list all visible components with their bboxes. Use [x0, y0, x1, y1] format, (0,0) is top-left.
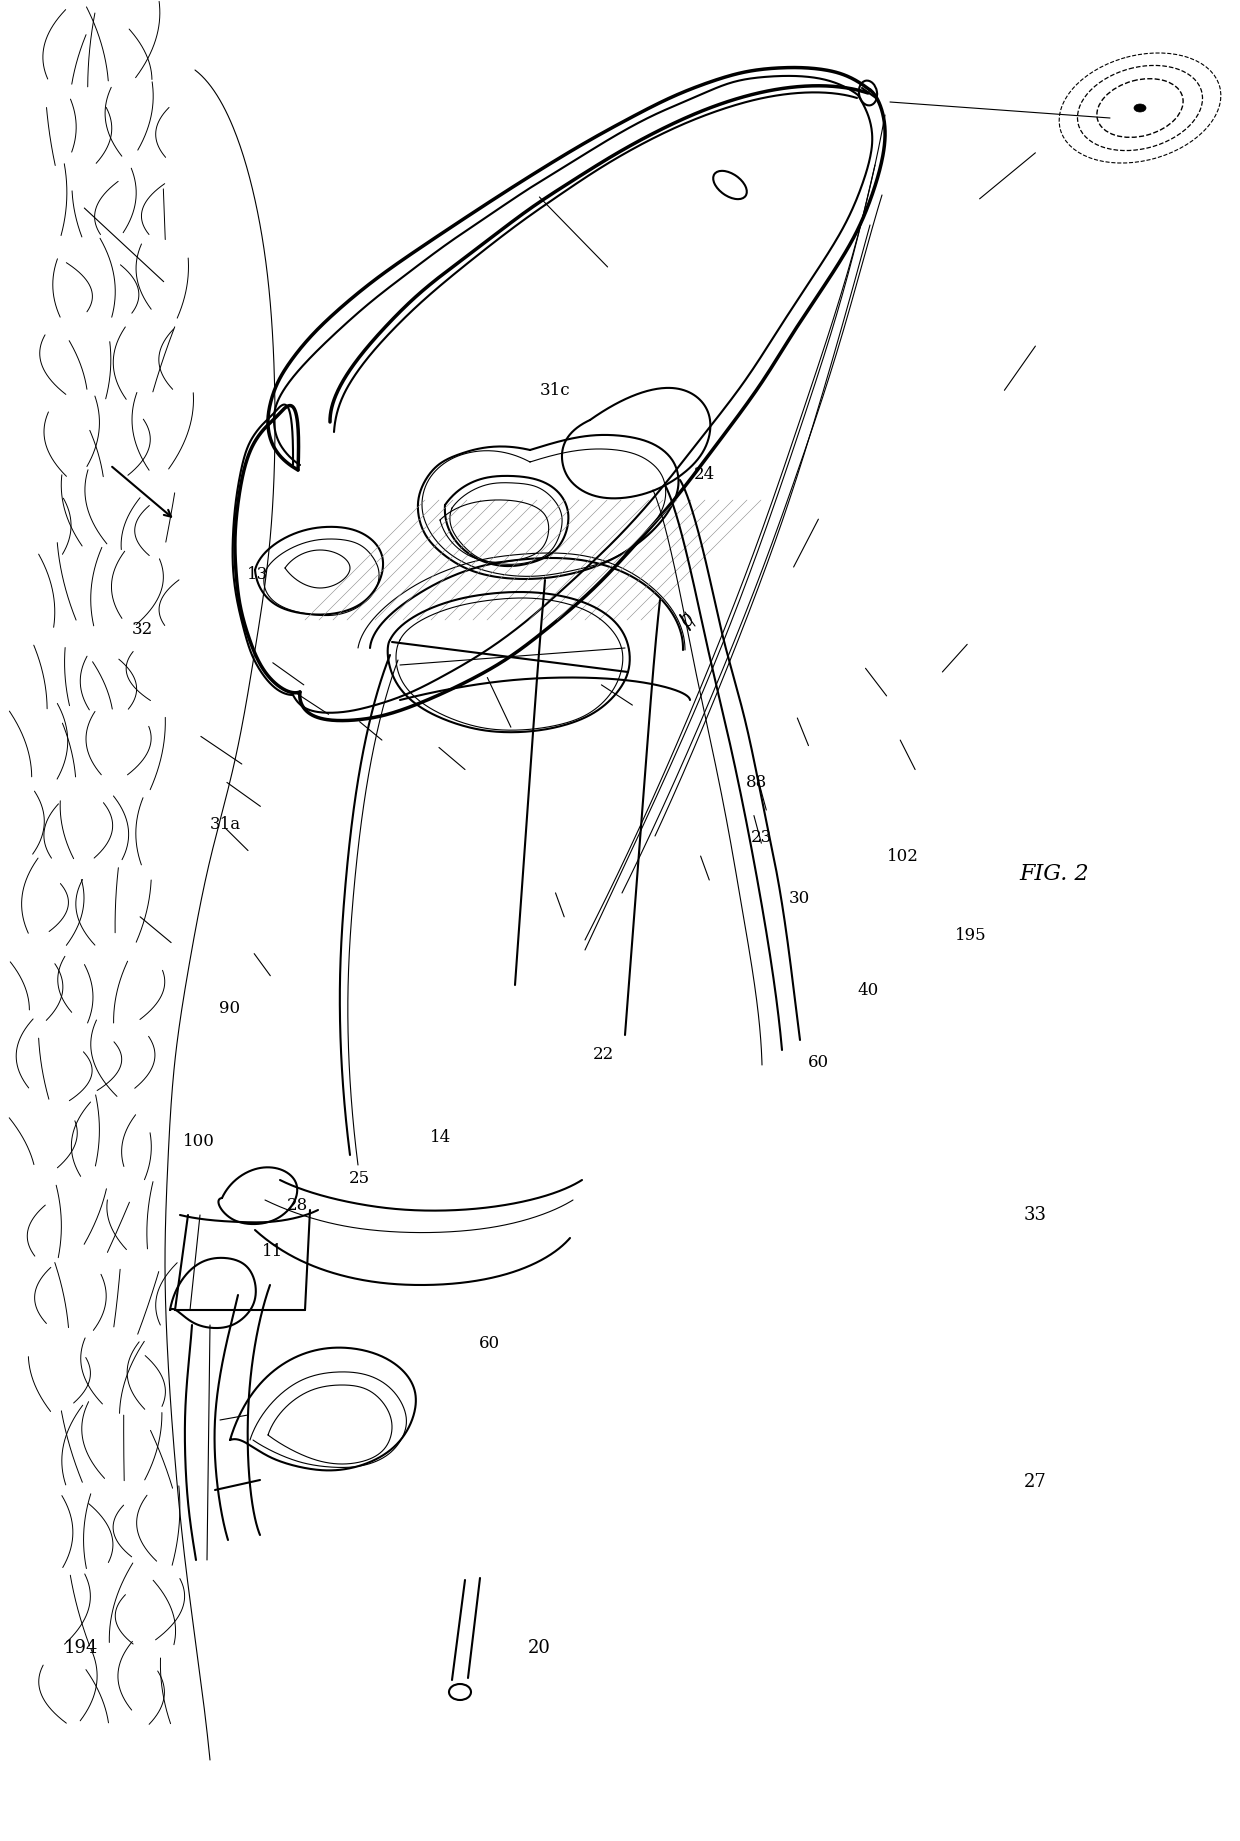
Text: 33: 33 — [1024, 1206, 1047, 1224]
Text: 24: 24 — [693, 466, 715, 484]
Text: 13: 13 — [247, 565, 269, 584]
Text: 60: 60 — [479, 1335, 501, 1353]
Text: 32: 32 — [131, 620, 154, 639]
Ellipse shape — [1135, 103, 1146, 112]
Text: 30: 30 — [789, 889, 811, 908]
Text: 31a: 31a — [210, 816, 242, 834]
Text: 40: 40 — [857, 981, 879, 1000]
Text: 195: 195 — [955, 926, 987, 944]
Text: 27: 27 — [1024, 1473, 1047, 1491]
Text: 11: 11 — [262, 1243, 284, 1261]
Text: 14: 14 — [429, 1129, 451, 1147]
Text: 25: 25 — [348, 1169, 371, 1187]
Text: 31c: 31c — [541, 381, 570, 399]
Text: 100: 100 — [182, 1132, 215, 1151]
Text: 60: 60 — [807, 1053, 830, 1071]
Text: 194: 194 — [63, 1638, 98, 1657]
Text: 88: 88 — [745, 773, 768, 792]
Text: 20: 20 — [528, 1638, 551, 1657]
Text: FIG. 2: FIG. 2 — [1019, 863, 1089, 886]
Text: 90: 90 — [218, 1000, 241, 1018]
Text: 22: 22 — [593, 1046, 615, 1064]
Text: 23: 23 — [750, 828, 773, 847]
Text: 102: 102 — [887, 847, 919, 865]
Text: 28: 28 — [286, 1197, 309, 1215]
